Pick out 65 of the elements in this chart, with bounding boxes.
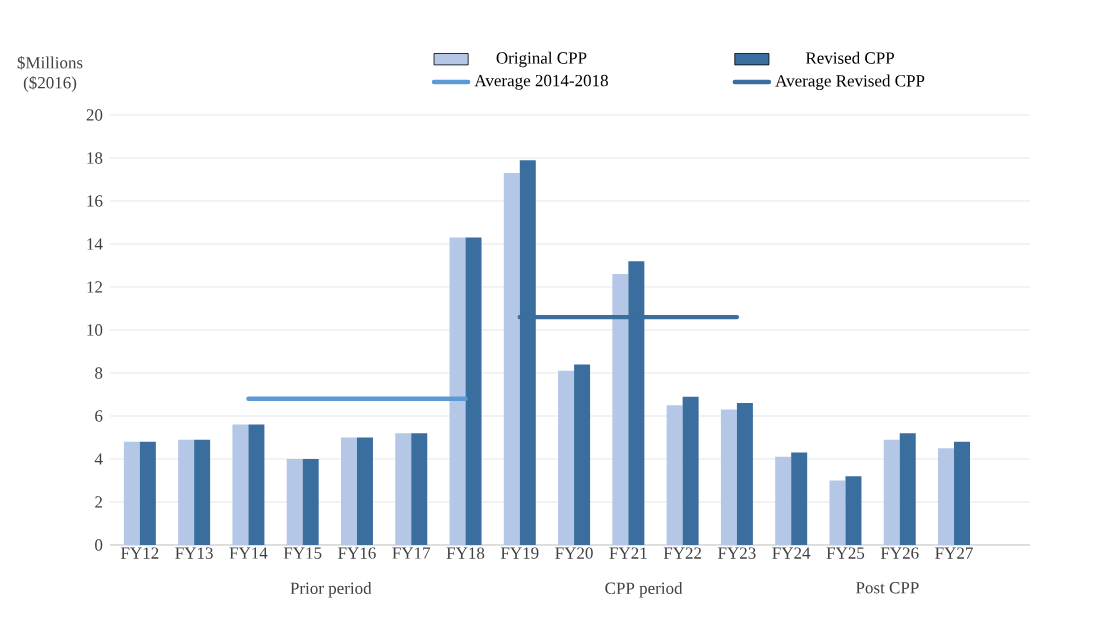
bar <box>574 364 591 545</box>
bar <box>395 433 412 545</box>
x-tick-label: FY13 <box>175 547 213 559</box>
x-tick-label: FY16 <box>338 547 376 559</box>
y-tick-label: 10 <box>87 324 103 336</box>
x-tick-label: FY20 <box>555 547 593 559</box>
text: CPP period <box>605 582 683 598</box>
legend-label: Revised CPP <box>805 51 895 64</box>
legend-label: Average 2014-2018 <box>474 74 608 90</box>
bar <box>883 439 900 545</box>
bar <box>736 403 753 545</box>
bar <box>449 237 466 545</box>
bar <box>139 441 156 545</box>
bar <box>123 441 140 545</box>
y-tick-label: 8 <box>95 367 103 379</box>
x-tick-label: FY22 <box>663 547 702 559</box>
bar <box>465 237 482 545</box>
y-tick-label: 12 <box>87 281 102 293</box>
y-tick-label: 18 <box>87 152 103 164</box>
bar <box>938 448 955 545</box>
y-tick-label: 20 <box>86 109 103 121</box>
x-tick-label: FY26 <box>880 547 919 559</box>
legend-label: Average Revised CPP <box>775 74 925 91</box>
x-tick-label: FY25 <box>826 547 865 559</box>
legend-label: Original CPP <box>496 51 587 68</box>
x-tick-label: FY21 <box>609 547 647 559</box>
bar <box>194 439 211 545</box>
y-tick-label: 2 <box>95 496 102 508</box>
bar <box>178 439 195 545</box>
bar <box>503 173 520 545</box>
text: Post CPP <box>856 582 919 594</box>
bar <box>829 480 846 545</box>
y-tick-label: 16 <box>87 195 103 207</box>
bar <box>302 458 319 545</box>
y-tick-label: 14 <box>87 238 103 250</box>
x-tick-label: FY12 <box>120 547 159 559</box>
bar <box>286 458 303 545</box>
y-tick-label: 4 <box>94 453 103 465</box>
x-tick-label: FY17 <box>392 547 431 559</box>
bar <box>666 405 683 545</box>
bar <box>340 437 357 545</box>
text: Prior period <box>290 582 372 598</box>
x-tick-label: FY23 <box>718 547 756 559</box>
bar <box>682 396 699 545</box>
bar <box>775 456 792 545</box>
x-tick-label: FY15 <box>283 547 322 559</box>
y-axis-title: $Millions ($2016) <box>17 56 83 92</box>
x-tick-label: FY18 <box>446 547 485 559</box>
bar <box>899 433 916 545</box>
bar <box>248 424 265 545</box>
bar <box>791 452 808 545</box>
x-tick-label: FY19 <box>500 547 539 559</box>
bar <box>558 370 575 545</box>
bar <box>954 441 971 545</box>
bar <box>232 424 249 545</box>
bar <box>411 433 428 545</box>
x-tick-label: FY27 <box>935 547 973 559</box>
bar <box>720 409 737 545</box>
bar <box>356 437 373 545</box>
y-tick-label: 0 <box>95 539 103 551</box>
y-tick-label: 6 <box>95 410 103 422</box>
bar <box>612 274 629 545</box>
bar <box>845 476 862 545</box>
x-tick-label: FY24 <box>772 547 811 559</box>
x-tick-label: FY14 <box>229 547 268 559</box>
